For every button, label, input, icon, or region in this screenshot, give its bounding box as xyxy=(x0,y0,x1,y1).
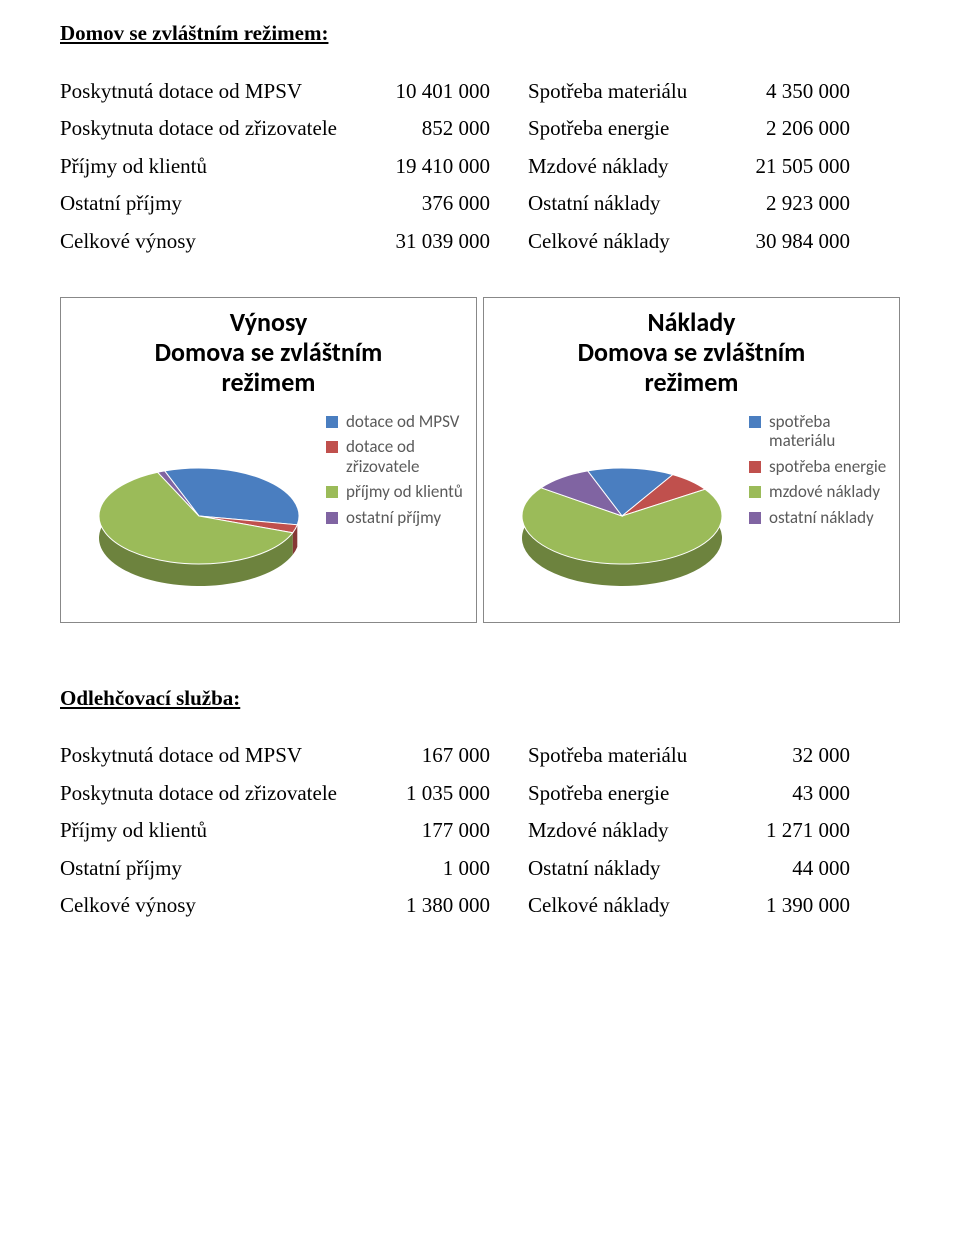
row-label-left: Poskytnutá dotace od MPSV xyxy=(60,76,360,108)
row-label-right: Mzdové náklady xyxy=(490,151,710,183)
row-label-right: Celkové náklady xyxy=(490,890,710,922)
legend-item: spotřeba materiálu xyxy=(749,412,889,451)
legend-item: ostatní náklady xyxy=(749,508,889,528)
legend-swatch xyxy=(326,416,338,428)
row-value-left: 1 000 xyxy=(360,853,490,885)
row-label-right: Spotřeba energie xyxy=(490,778,710,810)
table-row: Poskytnutá dotace od MPSV167 000Spotřeba… xyxy=(60,740,900,772)
pie-vynosy xyxy=(84,446,314,606)
legend-item: spotřeba energie xyxy=(749,457,889,477)
table-row: Poskytnutá dotace od MPSV10 401 000Spotř… xyxy=(60,76,900,108)
row-value-right: 21 505 000 xyxy=(710,151,850,183)
row-value-left: 31 039 000 xyxy=(360,226,490,258)
legend-label: ostatní náklady xyxy=(769,508,874,528)
row-value-right: 1 390 000 xyxy=(710,890,850,922)
row-value-left: 1 380 000 xyxy=(360,890,490,922)
chart-vynosy-title: VýnosyDomova se zvláštnímrežimem xyxy=(71,308,466,398)
table-row: Ostatní příjmy1 000Ostatní náklady44 000 xyxy=(60,853,900,885)
row-label-left: Poskytnutá dotace od MPSV xyxy=(60,740,360,772)
row-value-right: 2 206 000 xyxy=(710,113,850,145)
row-value-left: 177 000 xyxy=(360,815,490,847)
row-value-right: 1 271 000 xyxy=(710,815,850,847)
legend-label: příjmy od klientů xyxy=(346,482,463,502)
legend-item: ostatní příjmy xyxy=(326,508,466,528)
table-row: Poskytnuta dotace od zřizovatele1 035 00… xyxy=(60,778,900,810)
legend-vynosy: dotace od MPSV dotace od zřizovatele příjm… xyxy=(326,406,466,534)
legend-label: spotřeba materiálu xyxy=(769,412,889,451)
table-row: Ostatní příjmy376 000Ostatní náklady2 92… xyxy=(60,188,900,220)
legend-label: dotace od MPSV xyxy=(346,412,459,432)
legend-swatch xyxy=(326,486,338,498)
row-label-right: Mzdové náklady xyxy=(490,815,710,847)
row-label-left: Příjmy od klientů xyxy=(60,815,360,847)
pie-naklady xyxy=(507,446,737,606)
table-row: Příjmy od klientů177 000Mzdové náklady1 … xyxy=(60,815,900,847)
row-label-right: Spotřeba energie xyxy=(490,113,710,145)
row-label-left: Celkové výnosy xyxy=(60,890,360,922)
row-label-left: Ostatní příjmy xyxy=(60,188,360,220)
legend-label: dotace od zřizovatele xyxy=(346,437,466,476)
row-value-left: 376 000 xyxy=(360,188,490,220)
legend-swatch xyxy=(749,512,761,524)
legend-label: mzdové náklady xyxy=(769,482,880,502)
legend-item: dotace od zřizovatele xyxy=(326,437,466,476)
table-row: Celkové výnosy1 380 000Celkové náklady1 … xyxy=(60,890,900,922)
row-value-left: 167 000 xyxy=(360,740,490,772)
legend-label: ostatní příjmy xyxy=(346,508,441,528)
legend-item: mzdové náklady xyxy=(749,482,889,502)
section2-table: Poskytnutá dotace od MPSV167 000Spotřeba… xyxy=(60,740,900,922)
legend-swatch xyxy=(326,441,338,453)
row-label-right: Spotřeba materiálu xyxy=(490,76,710,108)
row-label-right: Celkové náklady xyxy=(490,226,710,258)
legend-swatch xyxy=(749,416,761,428)
table-row: Poskytnuta dotace od zřizovatele852 000S… xyxy=(60,113,900,145)
chart-naklady: NákladyDomova se zvláštnímrežimem spotře… xyxy=(483,297,900,623)
row-value-right: 32 000 xyxy=(710,740,850,772)
section-title-1: Domov se zvláštním režimem: xyxy=(60,18,900,50)
row-label-left: Ostatní příjmy xyxy=(60,853,360,885)
table-row: Příjmy od klientů19 410 000Mzdové náklad… xyxy=(60,151,900,183)
legend-item: dotace od MPSV xyxy=(326,412,466,432)
row-value-right: 30 984 000 xyxy=(710,226,850,258)
row-label-left: Poskytnuta dotace od zřizovatele xyxy=(60,113,360,145)
table-row: Celkové výnosy31 039 000Celkové náklady3… xyxy=(60,226,900,258)
row-label-right: Spotřeba materiálu xyxy=(490,740,710,772)
row-value-right: 43 000 xyxy=(710,778,850,810)
row-value-right: 4 350 000 xyxy=(710,76,850,108)
charts-row: VýnosyDomova se zvláštnímrežimem dotace … xyxy=(60,297,900,623)
legend-item: příjmy od klientů xyxy=(326,482,466,502)
chart-naklady-title: NákladyDomova se zvláštnímrežimem xyxy=(494,308,889,398)
legend-swatch xyxy=(749,461,761,473)
legend-naklady: spotřeba materiálu spotřeba energie mzdové… xyxy=(749,406,889,534)
chart-vynosy: VýnosyDomova se zvláštnímrežimem dotace … xyxy=(60,297,477,623)
row-label-left: Celkové výnosy xyxy=(60,226,360,258)
legend-label: spotřeba energie xyxy=(769,457,886,477)
row-value-right: 44 000 xyxy=(710,853,850,885)
legend-swatch xyxy=(326,512,338,524)
row-label-right: Ostatní náklady xyxy=(490,188,710,220)
row-label-right: Ostatní náklady xyxy=(490,853,710,885)
section1-table: Poskytnutá dotace od MPSV10 401 000Spotř… xyxy=(60,76,900,258)
legend-swatch xyxy=(749,486,761,498)
section-title-2: Odlehčovací služba: xyxy=(60,683,900,715)
row-value-left: 1 035 000 xyxy=(360,778,490,810)
row-label-left: Poskytnuta dotace od zřizovatele xyxy=(60,778,360,810)
row-value-left: 10 401 000 xyxy=(360,76,490,108)
row-value-right: 2 923 000 xyxy=(710,188,850,220)
row-value-left: 852 000 xyxy=(360,113,490,145)
row-value-left: 19 410 000 xyxy=(360,151,490,183)
row-label-left: Příjmy od klientů xyxy=(60,151,360,183)
